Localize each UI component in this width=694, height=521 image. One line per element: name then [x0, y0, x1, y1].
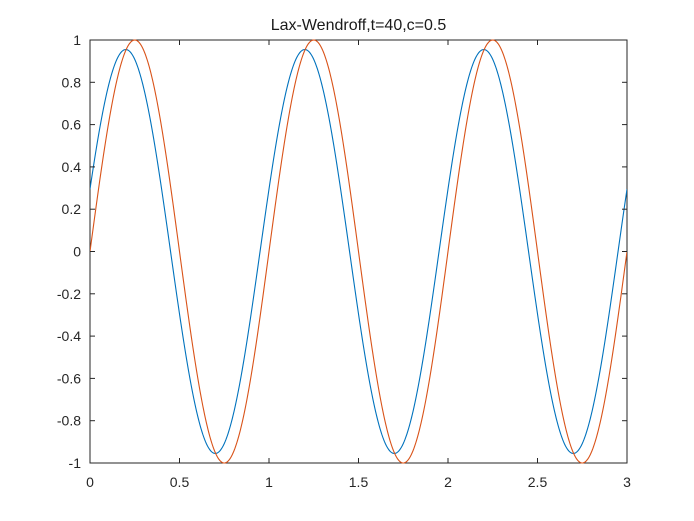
x-tick-label-2: 1	[265, 474, 273, 490]
x-tick-label-6: 3	[623, 474, 631, 490]
y-tick-label-2: 0.6	[62, 117, 82, 133]
plot-area: 0 0.5 1 1.5 2 2.5 3 1 0.8 0.6 0.4 0.2 0 -0.2 -0.4 -0.6 -…	[57, 32, 631, 490]
series-layer	[90, 39, 627, 464]
y-tick-label-9: -0.8	[57, 413, 81, 429]
x-tick-label-3: 1.5	[349, 474, 369, 490]
y-tick-label-0: 1	[73, 32, 81, 48]
y-tick-label-6: -0.2	[57, 286, 81, 302]
ticks-layer: 0 0.5 1 1.5 2 2.5 3 1 0.8 0.6 0.4 0.2 0 -0.2 -0.4 -0.6 -…	[57, 32, 631, 490]
y-tick-label-3: 0.4	[62, 159, 82, 175]
y-tick-label-4: 0.2	[62, 201, 82, 217]
y-tick-label-7: -0.4	[57, 328, 81, 344]
y-tick-label-8: -0.6	[57, 370, 81, 386]
y-tick-label-10: -1	[69, 455, 82, 471]
y-tick-label-5: 0	[73, 244, 81, 260]
x-tick-label-1: 0.5	[170, 474, 190, 490]
chart-title: Lax-Wendroff,t=40,c=0.5	[271, 17, 447, 34]
series-line-2	[90, 39, 627, 464]
y-tick-label-1: 0.8	[62, 74, 82, 90]
x-tick-label-0: 0	[86, 474, 94, 490]
series-line-1	[90, 48, 627, 455]
x-tick-label-4: 2	[444, 474, 452, 490]
x-tick-label-5: 2.5	[528, 474, 548, 490]
